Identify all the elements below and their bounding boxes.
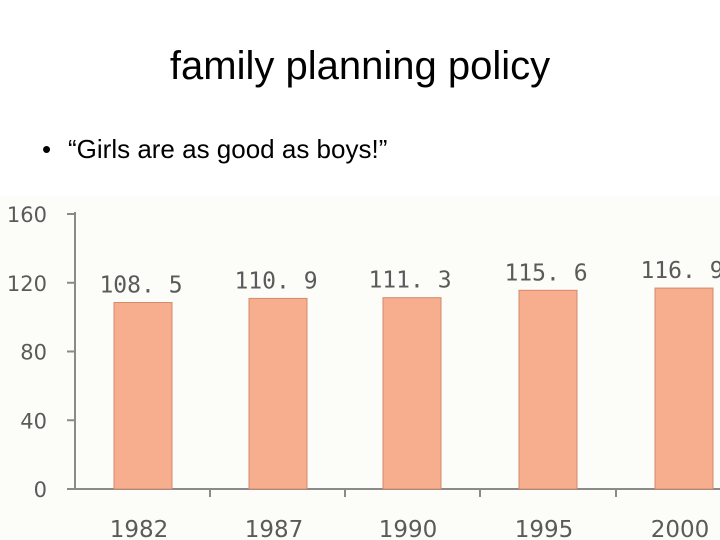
y-tick-label: 0 [34, 478, 47, 502]
y-tick-label: 40 [20, 409, 47, 433]
bar-1987 [248, 297, 308, 490]
y-tick-label: 80 [20, 341, 47, 365]
data-label: 111. 3 [368, 268, 451, 294]
bar-chart: 0 40 80 120 160 108. 5 1982 110. 9 1987 111. 3 199… [0, 196, 720, 540]
bullet-symbol: • [42, 134, 52, 164]
slide-title: family planning policy [169, 44, 551, 88]
bar-2000 [654, 287, 714, 490]
x-category-label: 1990 [379, 517, 438, 540]
x-category-label: 2000 [651, 517, 710, 540]
bar-chart-svg: 0 40 80 120 160 108. 5 1982 110. 9 1987 111. 3 199… [0, 196, 720, 540]
data-label: 116. 9 [640, 258, 720, 284]
x-category-label: 1982 [110, 517, 169, 540]
bar-1995 [518, 289, 578, 490]
data-label: 110. 9 [234, 268, 317, 294]
x-category-label: 1995 [515, 517, 574, 540]
y-tick-label: 160 [7, 203, 47, 227]
bullet-text: “Girls are as good as boys!” [68, 134, 388, 164]
bullet-item: • “Girls are as good as boys!” [42, 134, 387, 165]
data-label: 115. 6 [504, 260, 587, 286]
y-tick-label: 120 [7, 272, 47, 296]
x-category-label: 1987 [245, 517, 304, 540]
bar-1982 [113, 302, 173, 490]
bar-1990 [382, 297, 442, 490]
data-label: 108. 5 [99, 273, 182, 299]
